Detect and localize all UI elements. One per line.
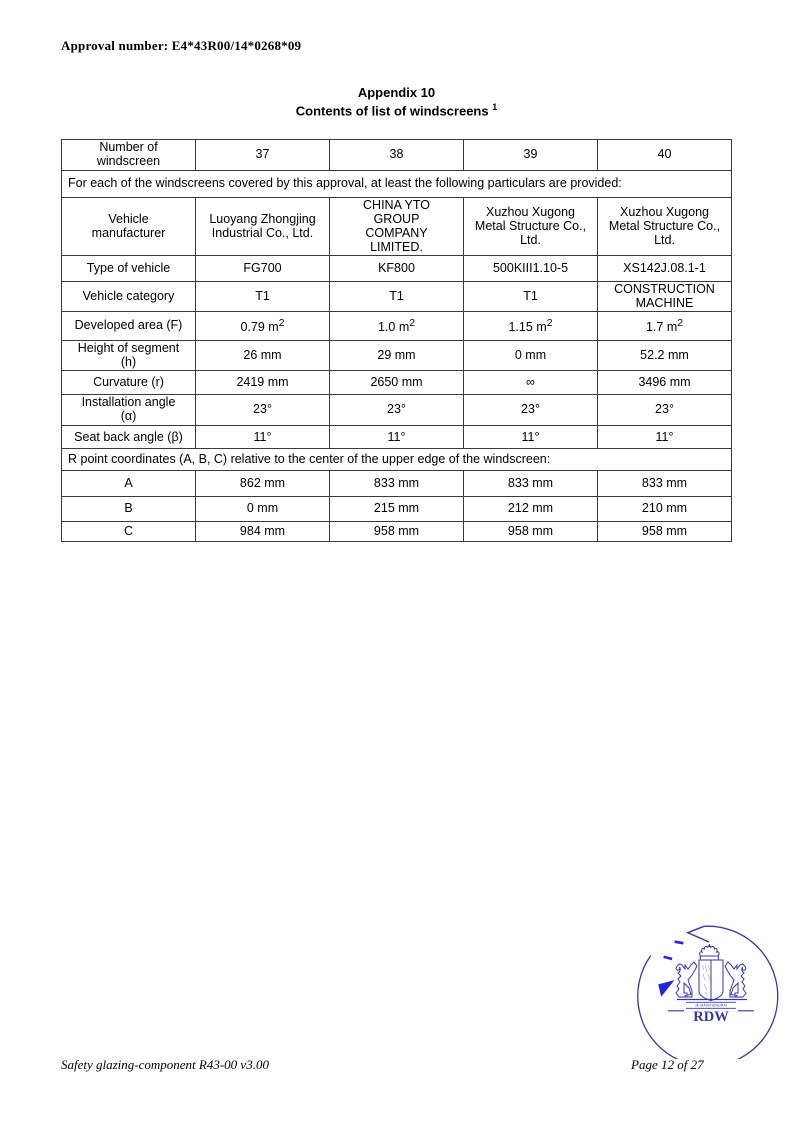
svg-text:JE MAINTIENDRAI: JE MAINTIENDRAI: [695, 1003, 727, 1007]
svg-text:RDW: RDW: [693, 1009, 729, 1025]
